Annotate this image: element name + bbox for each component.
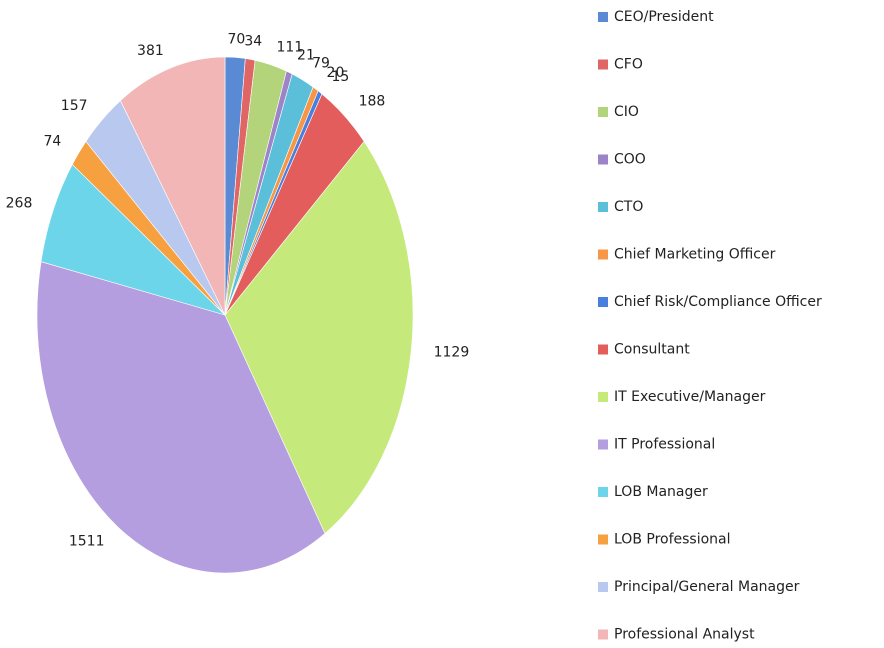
data-label: 20 [327, 65, 345, 81]
data-label: 188 [359, 94, 386, 110]
data-label: 34 [244, 33, 262, 49]
legend-label: Professional Analyst [614, 627, 755, 643]
legend-marker [598, 534, 608, 545]
data-label: 1129 [434, 344, 470, 360]
data-label: 381 [137, 43, 164, 59]
legend-label: CTO [614, 199, 643, 215]
legend-marker [598, 487, 608, 497]
data-label: 21 [297, 48, 315, 64]
legend-marker [598, 344, 608, 355]
legend-marker [598, 249, 608, 260]
legend-label: LOB Manager [614, 484, 708, 500]
legend-marker [598, 202, 608, 212]
pie-slice [120, 56, 226, 316]
pie-slice [36, 261, 326, 574]
legend-label: IT Professional [614, 437, 715, 453]
legend-marker [598, 439, 608, 450]
legend-marker [598, 582, 608, 592]
legend-marker [598, 107, 608, 117]
data-label: 70 [227, 31, 245, 47]
legend-marker [598, 392, 608, 402]
pie-slice [224, 140, 414, 535]
legend-label: IT Executive/Manager [614, 389, 766, 405]
legend-marker [598, 59, 608, 70]
legend-label: Principal/General Manager [614, 579, 800, 595]
data-label: 15 [332, 69, 350, 85]
legend-label: CIO [614, 104, 639, 120]
legend-marker [598, 297, 608, 307]
data-label: 268 [6, 196, 33, 212]
legend-marker [598, 154, 608, 165]
data-label: 111 [276, 39, 303, 55]
legend-label: Chief Risk/Compliance Officer [614, 294, 822, 310]
legend-label: CFO [614, 57, 643, 73]
legend-label: CEO/President [614, 9, 714, 25]
legend-label: Chief Marketing Officer [614, 247, 776, 263]
data-label: 74 [44, 133, 62, 149]
legend-marker [598, 629, 608, 640]
data-label: 1511 [69, 533, 105, 549]
legend-marker [598, 12, 608, 22]
legend-label: Consultant [614, 342, 690, 358]
legend-label: LOB Professional [614, 532, 731, 548]
legend-label: COO [614, 152, 646, 168]
data-label: 157 [61, 98, 88, 114]
data-label: 79 [312, 56, 330, 72]
